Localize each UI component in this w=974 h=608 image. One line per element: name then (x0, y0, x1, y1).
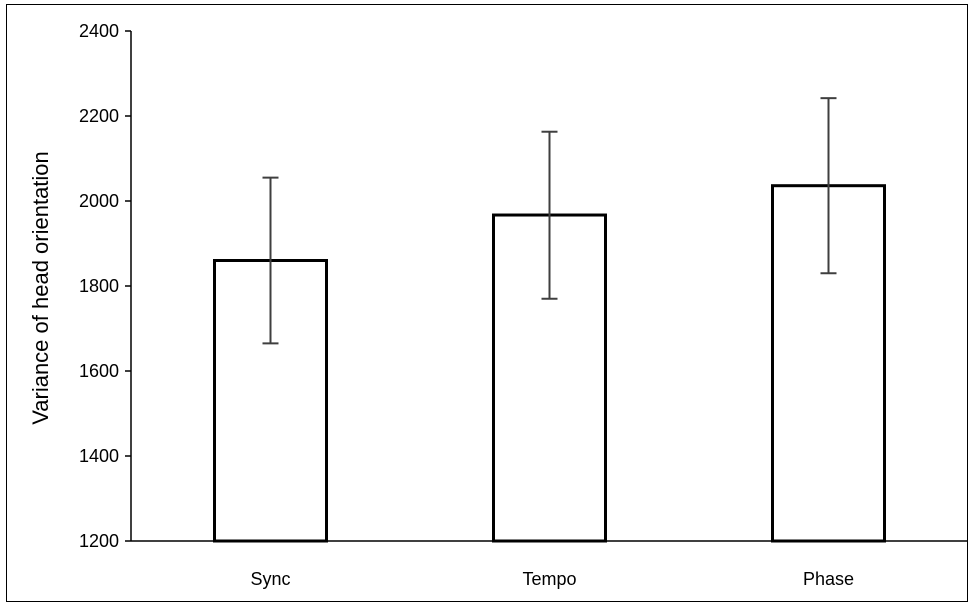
y-axis-title: Variance of head orientation (28, 151, 53, 425)
y-tick-label: 2200 (79, 106, 119, 126)
y-tick-label: 1200 (79, 531, 119, 551)
y-tick-label: 2000 (79, 191, 119, 211)
y-tick-label: 2400 (79, 21, 119, 41)
error-bar-phase (820, 97, 837, 275)
error-bars-group (262, 97, 837, 345)
x-tick-label-tempo: Tempo (522, 569, 576, 589)
x-tick-label-phase: Phase (803, 569, 854, 589)
y-tick-label: 1400 (79, 446, 119, 466)
y-tick-label: 1800 (79, 276, 119, 296)
y-axis-ticks: 1200 1400 1600 1800 2000 2200 2400 (79, 21, 131, 551)
error-bar-sync (262, 176, 279, 345)
x-tick-label-sync: Sync (250, 569, 290, 589)
x-axis-labels: Sync Tempo Phase (250, 569, 854, 589)
y-tick-label: 1600 (79, 361, 119, 381)
error-bar-tempo (541, 130, 558, 300)
